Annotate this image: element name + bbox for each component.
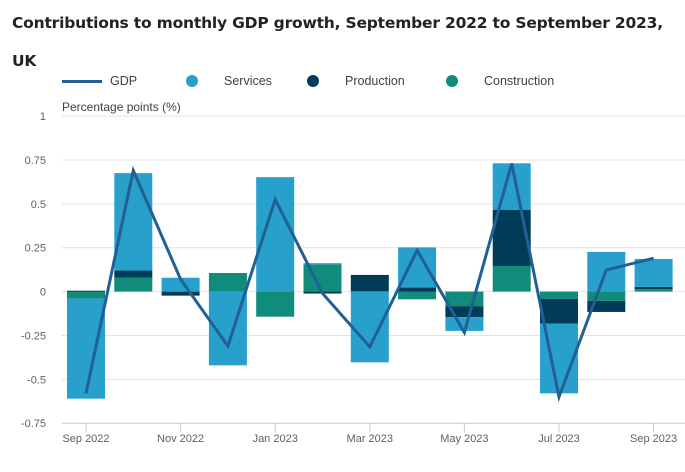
bar-construction xyxy=(67,291,105,299)
x-tick-label: Nov 2022 xyxy=(157,433,204,445)
bar-services xyxy=(161,277,200,292)
chart-title: Contributions to monthly GDP growth, Sep… xyxy=(12,14,663,70)
bar-services xyxy=(350,291,389,363)
x-tick-label: Jan 2023 xyxy=(253,433,298,445)
bar-construction xyxy=(398,291,437,300)
bar-services xyxy=(492,163,531,210)
bar-construction xyxy=(492,265,531,292)
bar-production xyxy=(161,291,200,296)
y-tick-label: 0 xyxy=(40,287,46,299)
y-tick-label: 0.5 xyxy=(31,199,46,211)
gdp-line-group xyxy=(84,163,654,403)
legend-dot-icon xyxy=(307,75,319,87)
legend-item-construction[interactable]: Construction xyxy=(446,74,554,88)
legend-dot-icon xyxy=(446,75,458,87)
bar-services xyxy=(445,317,484,331)
legend-dot-icon xyxy=(186,75,198,87)
x-tick-label: Sep 2023 xyxy=(630,433,677,445)
y-tick-label: 0.75 xyxy=(25,155,46,167)
bar-services xyxy=(114,173,153,271)
bar-construction xyxy=(634,289,673,292)
bar-production xyxy=(67,290,105,292)
bar-production xyxy=(587,300,626,312)
legend-label-construction: Construction xyxy=(484,74,555,88)
bar-construction xyxy=(114,277,153,292)
bar-production xyxy=(492,209,531,266)
legend-label-services: Services xyxy=(224,74,272,88)
bar-production xyxy=(445,306,484,318)
y-tick-label: -0.75 xyxy=(21,418,46,430)
axes: 1 0.75 0.5 0.25 0 -0.25 -0.5 -0.75 Sep 2022 Nov 2… xyxy=(21,111,685,445)
legend-item-gdp[interactable]: GDP xyxy=(62,74,137,88)
bar-production xyxy=(540,298,578,324)
y-axis-label: Percentage points (%) xyxy=(62,100,181,114)
bar-production xyxy=(350,274,389,292)
bar-construction xyxy=(445,291,484,307)
bar-production xyxy=(398,287,437,292)
legend-label-production: Production xyxy=(345,74,405,88)
x-tick-label: Jul 2023 xyxy=(538,433,580,445)
bar-construction xyxy=(208,272,247,292)
bar-services xyxy=(398,247,437,288)
bar-services xyxy=(256,177,295,292)
y-tick-label: -0.5 xyxy=(27,374,46,386)
y-tick-label: -0.25 xyxy=(21,330,46,342)
bar-production xyxy=(114,270,153,278)
bar-production xyxy=(634,286,673,290)
y-tick-label: 0.25 xyxy=(25,243,46,255)
legend-line-icon xyxy=(62,79,102,83)
bar-construction xyxy=(540,291,578,299)
bar-services xyxy=(634,258,673,287)
y-tick-label: 1 xyxy=(40,111,46,123)
bar-construction xyxy=(256,291,295,317)
bar-services xyxy=(303,263,342,265)
legend-item-production[interactable]: Production xyxy=(307,74,405,88)
x-tick-label: Sep 2022 xyxy=(62,433,109,445)
x-tick-label: Mar 2023 xyxy=(347,433,393,445)
bar-construction xyxy=(587,291,626,301)
legend-item-services[interactable]: Services xyxy=(186,74,272,88)
x-tick-label: May 2023 xyxy=(440,433,488,445)
bar-services xyxy=(67,298,105,399)
legend-label-gdp: GDP xyxy=(110,74,138,88)
bars xyxy=(67,163,673,399)
